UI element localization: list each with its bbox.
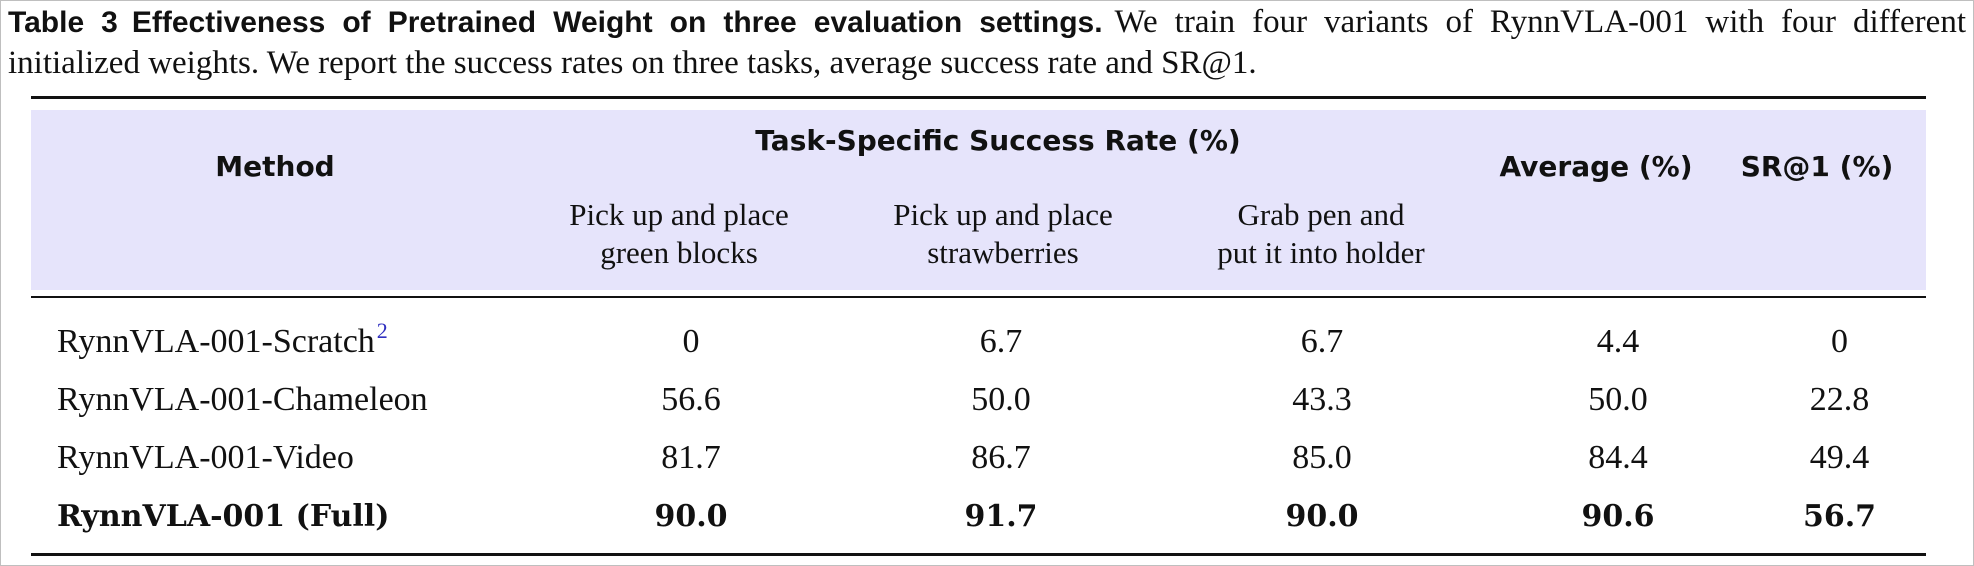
task-header-strawberries: Pick up and place strawberries (893, 197, 1113, 270)
sr1-cell: 0 (1831, 323, 1848, 360)
average-header: Average (%) (1499, 150, 1693, 183)
table-row: RynnVLA-001-Video 81.7 86.7 85.0 84.4 49… (31, 429, 1926, 487)
task3-cell: 43.3 (1292, 381, 1352, 418)
results-table: RynnVLA-001-Scratch2 0 6.7 6.7 4.4 0 Ryn… (31, 313, 1926, 545)
average-cell: 90.6 (1581, 498, 1655, 534)
task1-cell: 56.6 (661, 381, 721, 418)
task1-cell: 81.7 (661, 439, 721, 476)
sr1-cell: 49.4 (1809, 439, 1870, 476)
table-caption: Table 3 Effectiveness of Pretrained Weigh… (8, 2, 1966, 84)
sr1-header: SR@1 (%) (1740, 150, 1894, 183)
method-cell: RynnVLA-001 (Full) (57, 498, 390, 534)
caption-text: We train four variants of RynnVLA-001 wi… (8, 4, 1966, 81)
top-rule (31, 96, 1926, 99)
task-success-group-header: Task-Specific Success Rate (%) (755, 124, 1241, 157)
table-row-full-model: RynnVLA-001 (Full) 90.0 91.7 90.0 90.6 5… (31, 487, 1926, 545)
task1-cell: 0 (682, 323, 700, 360)
task2-cell: 86.7 (971, 439, 1031, 476)
method-cell: RynnVLA-001-Chameleon (57, 381, 428, 418)
task2-cell: 6.7 (979, 323, 1023, 360)
task2-cell: 91.7 (964, 498, 1038, 534)
method-header: Method (215, 150, 335, 183)
table-label: Table 3 (8, 6, 118, 39)
table-header: Method Task-Specific Success Rate (%) Av… (31, 110, 1926, 290)
sr1-cell: 22.8 (1809, 381, 1870, 418)
average-cell: 84.4 (1588, 439, 1648, 476)
sr1-cell: 56.7 (1802, 498, 1877, 534)
footnote-marker: 2 (376, 318, 388, 343)
average-cell: 4.4 (1596, 323, 1640, 360)
task-header-pen-holder: Grab pen and put it into holder (1217, 197, 1425, 270)
method-cell: RynnVLA-001-Video (57, 439, 354, 476)
table-row: RynnVLA-001-Chameleon 56.6 50.0 43.3 50.… (31, 371, 1926, 429)
bottom-rule (31, 553, 1926, 556)
task3-cell: 6.7 (1300, 323, 1344, 360)
table-row: RynnVLA-001-Scratch2 0 6.7 6.7 4.4 0 (31, 313, 1926, 371)
table-title: Effectiveness of Pretrained Weight on th… (131, 6, 1103, 39)
task-header-green-blocks: Pick up and place green blocks (569, 197, 789, 270)
task3-cell: 90.0 (1285, 498, 1359, 534)
mid-rule (31, 296, 1926, 298)
average-cell: 50.0 (1588, 381, 1648, 418)
task1-cell: 90.0 (654, 498, 728, 534)
task2-cell: 50.0 (971, 381, 1031, 418)
task3-cell: 85.0 (1292, 439, 1352, 476)
method-cell: RynnVLA-001-Scratch2 (57, 318, 388, 361)
